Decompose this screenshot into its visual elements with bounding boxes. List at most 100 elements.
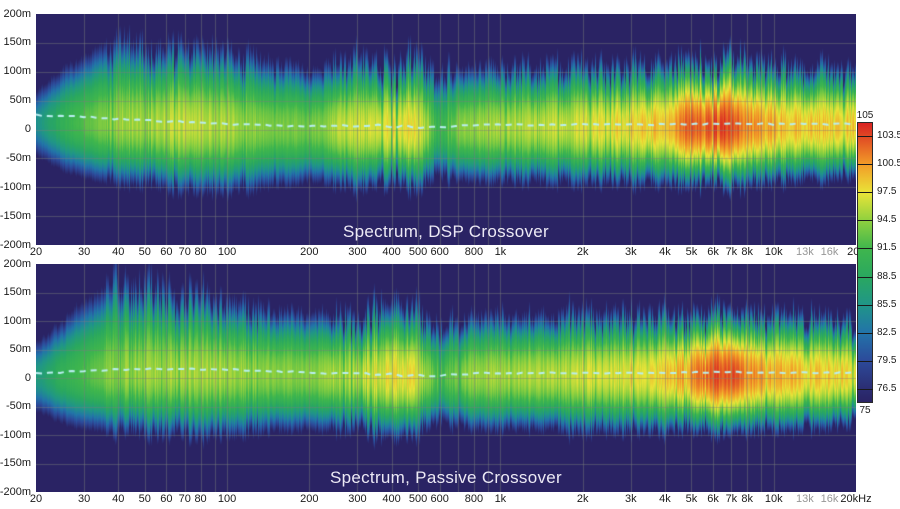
x-tick-label: 70	[178, 493, 191, 505]
y-tick-label: 150m	[3, 36, 31, 49]
x-axis-labels-dsp: 20 30 40 50 60 70 80 100 200 300 400 500 600 800 1k 2k 3…	[0, 245, 900, 260]
x-tick-label: 20	[29, 493, 43, 505]
x-tick-label: 3k	[624, 493, 637, 505]
x-tick-label: 13k	[795, 493, 814, 505]
color-scale-tick-label: 91.5	[877, 242, 897, 254]
x-tick-label: 50	[138, 246, 151, 258]
y-tick-label: -150m	[0, 457, 31, 469]
color-scale-min-label: 75	[859, 405, 871, 416]
x-tick-label: 4k	[659, 246, 671, 258]
x-tick-label: 400	[382, 493, 401, 505]
color-scale-tick-label: 94.5	[877, 214, 897, 226]
y-tick-label: 100m	[3, 314, 31, 327]
x-tick-label: 500	[408, 246, 428, 258]
y-tick-label: 100m	[3, 65, 31, 78]
x-tick-label: 7k	[725, 493, 738, 505]
color-scale-tick	[857, 164, 873, 166]
x-tick-label: 6k	[707, 246, 719, 258]
y-tick-label: -200m	[0, 238, 31, 251]
color-scale-tick-label: 85.5	[877, 298, 897, 310]
chart-title-passive: Spectrum, Passive Crossover	[329, 468, 562, 487]
y-tick-label: 0	[24, 371, 31, 384]
y-tick-label: 200m	[3, 257, 31, 270]
x-tick-label: 8k	[741, 493, 754, 505]
x-tick-label: 100	[217, 493, 237, 505]
y-tick-label: -100m	[0, 428, 31, 441]
y-tick-label: -200m	[0, 485, 31, 498]
x-tick-label: 20k	[847, 246, 865, 258]
x-tick-label: 5k	[685, 493, 698, 505]
color-scale-tick-label: 97.5	[877, 186, 897, 198]
y-tick-label: -50m	[5, 400, 31, 412]
color-scale-tick	[857, 192, 873, 194]
x-tick-label: 800	[464, 246, 484, 258]
chart-title-dsp: Spectrum, DSP Crossover	[343, 222, 549, 241]
x-tick-label: 30	[78, 246, 91, 258]
x-tick-label: 4k	[659, 493, 671, 505]
x-tick-label: 500	[408, 493, 428, 505]
y-tick-label: 200m	[3, 7, 31, 20]
color-scale-legend: 105 103.5 100.5 97.5 94.5 91.5 88.5 85.5 82.5 79…	[856, 110, 900, 420]
color-scale-tick	[857, 304, 873, 306]
x-tick-label: 30	[78, 493, 91, 505]
y-axis-labels-passive: 200m 150m 100m 50m 0 -50m -100m -150m -200m	[0, 258, 34, 497]
x-tick-label: 3k	[624, 246, 637, 258]
x-tick-label: 20	[29, 246, 43, 258]
color-scale-tick-label: 103.5	[877, 130, 900, 142]
x-tick-label: 600	[430, 493, 449, 505]
x-tick-label: 80	[194, 493, 207, 505]
x-tick-label: 200	[300, 246, 319, 258]
x-tick-label: 300	[348, 246, 367, 258]
x-tick-label: 50	[138, 493, 151, 505]
x-tick-label: 100	[217, 246, 237, 258]
x-tick-label: 2k	[576, 493, 589, 505]
x-tick-label: 400	[382, 246, 401, 258]
x-tick-label: 10k	[764, 493, 783, 505]
x-tick-label: 2k	[576, 246, 589, 258]
x-tick-label: 80	[194, 246, 207, 258]
x-tick-label: 1k	[494, 246, 507, 258]
x-tick-label: 16k	[820, 246, 839, 258]
color-scale-tick	[857, 388, 873, 390]
color-scale-tick-label: 100.5	[877, 158, 900, 170]
x-tick-label: 60	[160, 246, 173, 258]
x-tick-label: 40	[112, 493, 125, 505]
color-scale-tick-label: 76.5	[877, 382, 897, 394]
y-tick-label: 50m	[9, 94, 31, 107]
x-tick-label: 7k	[725, 246, 738, 258]
color-scale-max-label: 105	[856, 110, 874, 121]
x-tick-label: 13k	[795, 246, 814, 258]
spectrogram-canvas-passive	[36, 264, 856, 492]
y-tick-label: -50m	[5, 151, 31, 164]
x-tick-label: 600	[430, 246, 449, 258]
x-tick-label: 5k	[685, 246, 698, 258]
color-scale-tick	[857, 276, 873, 278]
x-tick-label: 70	[178, 246, 191, 258]
x-axis-labels-passive: 20 30 40 50 60 70 80 100 200 300 400 500 600 800 1k 2k 3…	[0, 492, 900, 507]
x-tick-label: 40	[112, 246, 125, 258]
y-tick-label: -150m	[0, 209, 31, 222]
x-tick-label: 800	[464, 493, 484, 505]
x-tick-label: 1k	[494, 493, 507, 505]
x-tick-label: 200	[300, 493, 319, 505]
color-scale-tick	[857, 136, 873, 138]
spectrogram-canvas-dsp	[36, 14, 856, 245]
y-tick-label: 150m	[3, 286, 31, 298]
x-tick-label: 10k	[764, 246, 783, 258]
color-scale-tick-label: 88.5	[877, 270, 897, 282]
x-tick-label: 20kHz	[840, 493, 872, 505]
color-scale-tick	[857, 360, 873, 362]
x-tick-label: 16k	[820, 493, 839, 505]
y-tick-label: 50m	[9, 343, 31, 355]
color-scale-tick	[857, 248, 873, 250]
color-scale-tick	[857, 220, 873, 222]
x-tick-label: 8k	[741, 246, 754, 258]
x-tick-label: 6k	[707, 493, 719, 505]
color-scale-tick-label: 79.5	[877, 354, 897, 366]
y-tick-label: -100m	[0, 180, 31, 193]
y-axis-labels-dsp: 200m 150m 100m 50m 0 -50m -100m -150m -200m	[0, 8, 34, 250]
color-scale-tick-label: 82.5	[877, 326, 897, 338]
color-scale-tick	[857, 332, 873, 334]
x-tick-label: 60	[160, 493, 173, 505]
